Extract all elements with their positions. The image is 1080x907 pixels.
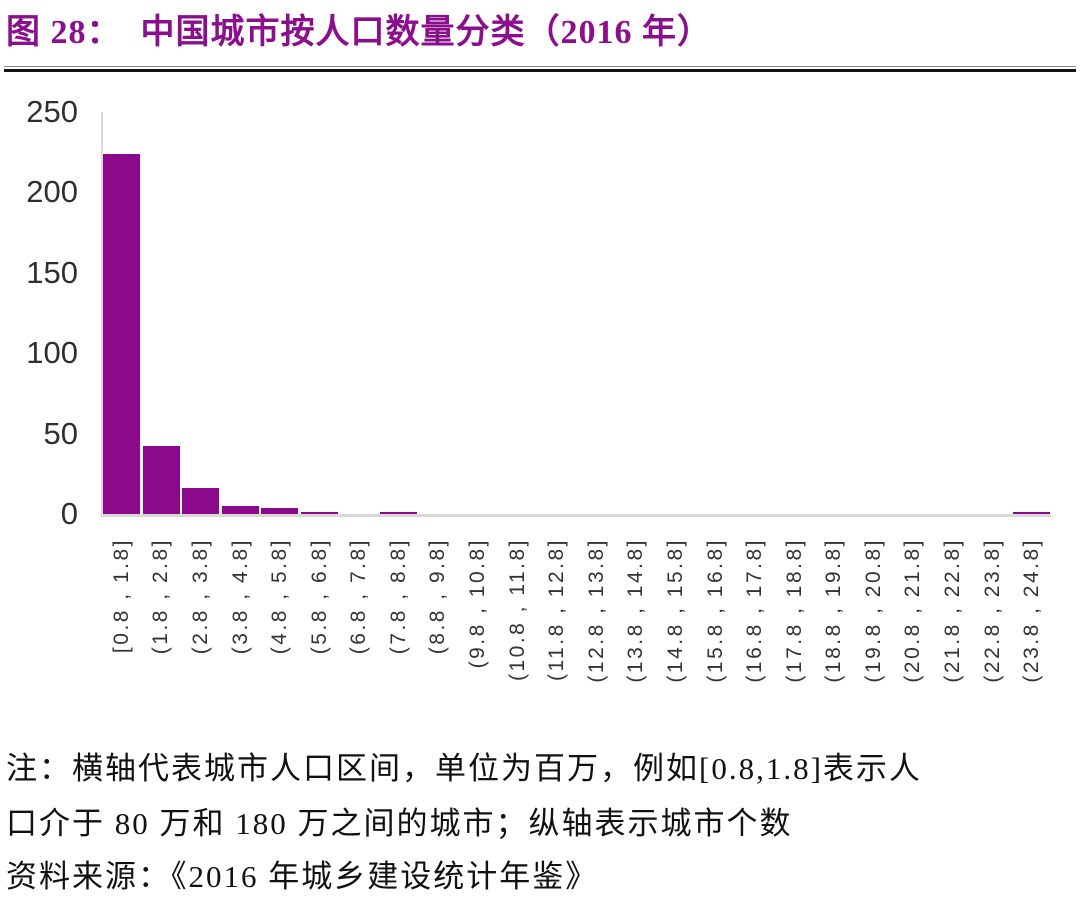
bar-(4.8 , 5.8]: [261, 507, 299, 514]
y-tick-label: 200: [26, 174, 78, 210]
x-tick-label: (17.8 , 18.8]: [782, 538, 806, 683]
x-axis-line: [101, 514, 1051, 517]
x-tick-label: (18.8 , 19.8]: [822, 538, 846, 683]
x-tick-label: (5.8 , 6.8]: [307, 538, 331, 655]
x-tick-label: (3.8 , 4.8]: [228, 538, 252, 655]
x-tick-label: (10.8 , 11.8]: [505, 538, 529, 682]
bar-(23.8 , 24.8]: [1013, 512, 1051, 514]
x-tick-label: (11.8 , 12.8]: [545, 538, 569, 682]
bar-(3.8 , 4.8]: [221, 505, 259, 514]
y-tick-label: 100: [26, 335, 78, 371]
note-line-2: 口介于 80 万和 180 万之间的城市；纵轴表示城市个数: [6, 806, 793, 841]
bar-(1.8 , 2.8]: [142, 446, 180, 514]
x-tick-label: (1.8 , 2.8]: [149, 538, 173, 655]
x-tick-label: (7.8 , 8.8]: [386, 538, 410, 655]
bar-(5.8 , 6.8]: [300, 512, 338, 514]
x-tick-label: (16.8 , 17.8]: [743, 538, 767, 683]
x-tick-label: (20.8 , 21.8]: [901, 538, 925, 683]
x-tick-label: (23.8 , 24.8]: [1020, 538, 1044, 683]
bar-(7.8 , 8.8]: [380, 512, 418, 514]
y-tick-label: 50: [43, 415, 78, 451]
y-tick-label: 150: [26, 254, 78, 290]
x-tick-label: (19.8 , 20.8]: [861, 538, 885, 683]
note-line-1: 注：横轴代表城市人口区间，单位为百万，例如[0.8,1.8]表示人: [6, 751, 922, 786]
x-tick-label: (2.8 , 3.8]: [188, 538, 212, 655]
x-tick-label: (6.8 , 7.8]: [347, 538, 371, 655]
y-tick-label: 250: [26, 94, 78, 129]
y-axis-line: [101, 112, 103, 516]
x-tick-label: (9.8 , 10.8]: [466, 538, 490, 669]
x-tick-label: (13.8 , 14.8]: [624, 538, 648, 683]
bar-(2.8 , 3.8]: [182, 488, 220, 514]
x-tick-label: (12.8 , 13.8]: [584, 538, 608, 683]
title-separator: [4, 66, 1076, 72]
x-tick-label: (8.8 , 9.8]: [426, 538, 450, 655]
bar-[0.8 , 1.8]: [103, 153, 141, 514]
bar-chart: 0 50 100 150 200 250 [0.8 , 1.8] (1.8 , 2.8] (2.…: [26, 94, 1051, 683]
figure-title: 图 28： 中国城市按人口数量分类（2016 年）: [6, 14, 712, 51]
x-tick-label: (22.8 , 23.8]: [980, 538, 1004, 683]
x-tick-label: (4.8 , 5.8]: [268, 538, 292, 655]
x-tick-label: [0.8 , 1.8]: [109, 538, 133, 654]
x-tick-label: (14.8 , 15.8]: [663, 538, 687, 683]
x-tick-label: (21.8 , 22.8]: [941, 538, 965, 683]
x-tick-label: (15.8 , 16.8]: [703, 538, 727, 683]
source-line: 资料来源：《2016 年城乡建设统计年鉴》: [6, 859, 599, 894]
y-tick-label: 0: [60, 496, 78, 531]
